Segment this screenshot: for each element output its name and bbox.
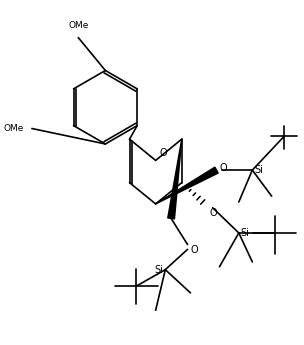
Text: Si: Si bbox=[254, 165, 263, 175]
Text: O: O bbox=[219, 163, 227, 173]
Polygon shape bbox=[156, 167, 218, 204]
Text: Si: Si bbox=[241, 228, 250, 238]
Text: Si: Si bbox=[154, 265, 163, 275]
Text: O: O bbox=[190, 246, 198, 256]
Polygon shape bbox=[168, 139, 182, 219]
Text: O: O bbox=[160, 148, 167, 158]
Text: OMe: OMe bbox=[68, 21, 88, 30]
Text: O: O bbox=[210, 208, 217, 218]
Text: OMe: OMe bbox=[4, 124, 24, 133]
